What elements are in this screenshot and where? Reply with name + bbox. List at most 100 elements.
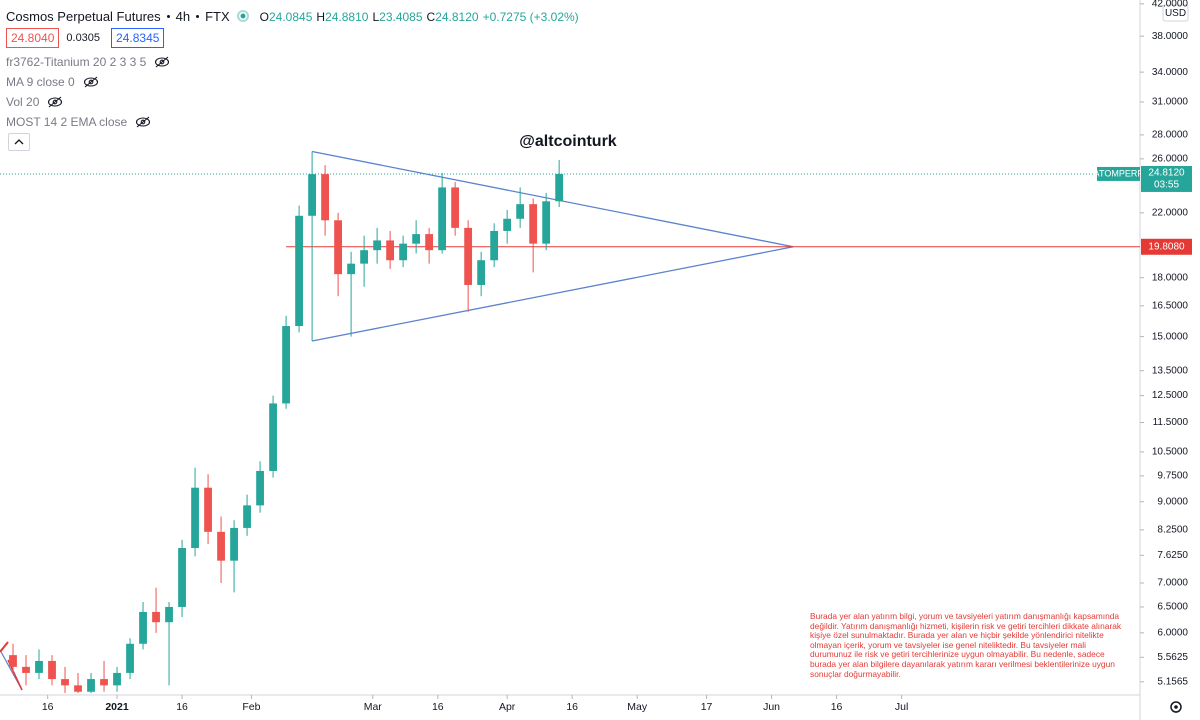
y-tick-label: 7.6250 (1157, 550, 1188, 561)
candle-body (113, 672, 121, 686)
separator (196, 14, 200, 18)
candle-body (48, 660, 56, 680)
candle-body (529, 204, 538, 244)
plot (0, 150, 1140, 694)
candle-body (230, 527, 238, 561)
x-tick-label: 16 (432, 701, 444, 713)
candle-body (412, 234, 421, 244)
candle-body (516, 204, 525, 219)
symbol-label-box (1097, 166, 1140, 181)
status-icon (236, 10, 249, 22)
x-tick-label: 16 (831, 701, 843, 713)
y-tick-label: 5.5625 (1157, 652, 1188, 663)
y-tick-label: 6.5000 (1157, 602, 1188, 613)
y-tick-label: 26.0000 (1152, 153, 1189, 164)
hidden-eye-icon[interactable] (154, 56, 170, 68)
candle-body (347, 263, 356, 275)
x-tick-label: 16 (42, 701, 54, 713)
separator (166, 14, 170, 18)
spread: 0.0305 (66, 32, 101, 44)
candle-body (191, 487, 199, 549)
candle-body (555, 173, 564, 202)
y-tick-label: 28.0000 (1152, 130, 1189, 141)
price-box-row: 24.8040 0.0305 24.8345 (6, 28, 579, 48)
x-tick-label: Mar (364, 701, 383, 713)
ohlc-label: L (372, 9, 380, 24)
hidden-eye-icon[interactable] (135, 116, 151, 128)
y-tick-label: 10.5000 (1152, 447, 1189, 458)
bid-box[interactable]: 24.8040 (6, 28, 60, 48)
y-tick-label: 31.0000 (1152, 97, 1189, 108)
y-tick-label: 9.0000 (1157, 496, 1188, 507)
candle-body (139, 611, 147, 644)
y-tick-label: 38.0000 (1152, 31, 1189, 42)
collapse-button[interactable] (8, 133, 30, 151)
gear[interactable] (1170, 701, 1182, 713)
indicator: MA 9 close 0 (6, 72, 579, 92)
currency: USD (1165, 8, 1186, 19)
candle-body (152, 611, 160, 623)
level-label: 19.8080 (1148, 241, 1185, 252)
candle-body (35, 660, 43, 673)
level-label-box (1141, 238, 1192, 255)
y-tick-label: 18.0000 (1152, 272, 1189, 283)
ask-box[interactable]: 24.8345 (111, 28, 165, 48)
indicator-name: fr3762-Titanium 20 2 3 3 5 (6, 55, 147, 69)
symbol: Cosmos Perpetual Futures (6, 8, 161, 24)
gear-center[interactable] (1174, 705, 1178, 709)
change: +0.7275 (+3.02%) (482, 9, 579, 24)
candle-body (165, 606, 173, 623)
candle-body (178, 548, 186, 607)
ohlc-value: 24.0845 (269, 9, 313, 24)
hidden-eye-icon[interactable] (83, 76, 99, 88)
ohlc-value: 24.8120 (435, 9, 479, 24)
exchange: FTX (205, 8, 230, 24)
x-tick-label: 2021 (105, 701, 129, 713)
indicator: fr3762-Titanium 20 2 3 3 5 (6, 52, 579, 72)
settings-icon[interactable] (1170, 701, 1182, 713)
candle-body (74, 685, 82, 692)
candle-body (308, 174, 316, 216)
y-tick-label: 11.5000 (1153, 417, 1189, 428)
candle-body (386, 240, 395, 261)
currency-box[interactable] (1162, 4, 1189, 22)
candle-body (243, 505, 251, 528)
ohlc-label: C (426, 9, 436, 24)
candle-body (503, 218, 512, 231)
ohlc-label: O (259, 9, 269, 24)
x-tick-label: Jun (763, 701, 780, 713)
price-label: 24.8120 (1148, 168, 1185, 179)
candle-body (425, 234, 434, 251)
candle-body (295, 215, 303, 327)
x-tick-label: 16 (566, 701, 578, 713)
candle-body (282, 326, 290, 404)
trendline (311, 246, 794, 342)
candle-body (100, 679, 108, 686)
ohlc: O24.0845 H24.8810 L23.4085 C24.8120 +0.7275 … (256, 9, 579, 24)
indicator-name: MOST 14 2 EMA close (6, 115, 128, 129)
y-tick-label: 22.0000 (1152, 207, 1189, 218)
countdown: 03:55 (1154, 180, 1179, 191)
indicator: Vol 20 (6, 92, 579, 112)
hidden-eye-icon[interactable] (47, 96, 63, 108)
x-tick-label: 17 (701, 701, 713, 713)
y-tick-label: 12.5000 (1152, 390, 1189, 401)
candle-body (9, 655, 17, 667)
interval[interactable]: 4h (175, 8, 191, 24)
title-row: Cosmos Perpetual Futures 4h FTX O24.0845… (6, 6, 579, 26)
disclaimer: Burada yer alan yatırım bilgi, yorum ve … (810, 611, 1122, 679)
y-tick-label: 15.0000 (1152, 331, 1189, 342)
candle-body (204, 487, 212, 532)
y-tick-label: 5.1565 (1157, 676, 1188, 687)
x-tick-label: 16 (176, 701, 188, 713)
candle-body (490, 230, 499, 261)
trendline (311, 150, 794, 248)
indicator-name: MA 9 close 0 (6, 75, 75, 89)
y-tick-label: 34.0000 (1152, 67, 1189, 78)
x-tick-label: Feb (242, 701, 260, 713)
candle-body (542, 201, 551, 244)
ohlc-value: 23.4085 (379, 9, 423, 24)
ohlc-label: H (316, 9, 326, 24)
